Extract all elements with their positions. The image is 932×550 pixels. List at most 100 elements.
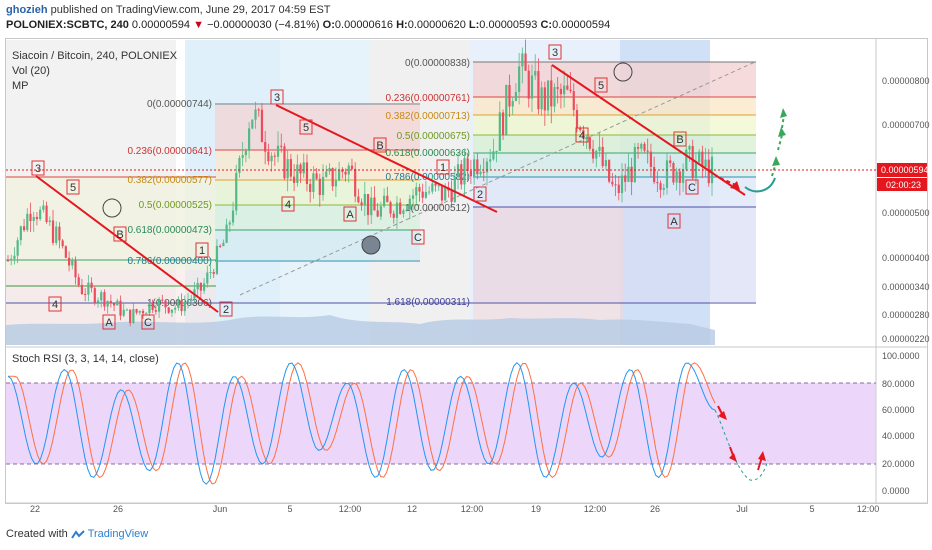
candle-body <box>347 165 350 175</box>
candle-body <box>190 298 193 301</box>
wave-label: C <box>144 317 152 329</box>
candle-body <box>685 149 688 170</box>
candle-body <box>354 168 357 197</box>
time-label: Jul <box>736 504 748 514</box>
candle-body <box>264 142 267 152</box>
wave-label-box <box>66 179 80 195</box>
candle-body <box>267 151 270 162</box>
candle-body <box>624 175 627 182</box>
close-value: 0.00000594 <box>552 19 611 31</box>
candle-body <box>19 226 22 241</box>
fib-label-a5: 0.5(0.00000525) <box>139 200 212 211</box>
candle-body <box>402 210 405 214</box>
candle-body <box>473 159 476 177</box>
candle-body <box>579 128 582 131</box>
zone-bands <box>6 40 756 345</box>
tradingview-logo-icon[interactable] <box>70 529 85 539</box>
candle-body <box>608 160 611 182</box>
candle-body <box>103 292 106 307</box>
candle-body <box>653 166 656 183</box>
candle-body <box>174 307 177 310</box>
candle-body <box>77 277 80 286</box>
candle-body <box>122 309 125 316</box>
fib-label-a382: 0.382(0.00000577) <box>127 175 212 186</box>
tradingview-brand-link[interactable]: TradingView <box>87 528 149 540</box>
candle-body <box>93 288 96 303</box>
price-tick: 0.00000280 <box>882 310 930 320</box>
candle-body <box>39 209 42 220</box>
candle-body <box>309 183 312 193</box>
candle-body <box>373 197 376 211</box>
wave-label-box <box>343 206 357 222</box>
candle-body <box>51 220 55 243</box>
candle-body <box>428 191 431 193</box>
price-label: 0.00000594 <box>131 19 191 31</box>
candle-body <box>164 300 167 308</box>
candle-body <box>566 85 569 90</box>
candle-body <box>411 195 415 199</box>
time-label: 12:00 <box>584 504 607 514</box>
wave-label-box <box>195 242 209 258</box>
candle-body <box>553 87 556 107</box>
candle-body <box>109 300 112 304</box>
candle-body <box>453 176 456 202</box>
fib-label-a1618: 1.618(0.00000311) <box>386 297 470 308</box>
candle-body <box>383 195 386 207</box>
candle-body <box>64 246 67 258</box>
candle-body <box>196 282 199 290</box>
stoch-tick: 0.0000 <box>882 486 910 496</box>
down-arrow-icon: ▼ <box>193 19 204 31</box>
price-scale: 0.00000800 0.00000700 0.00000500 0.00000… <box>882 76 930 344</box>
wave-label-box <box>113 226 127 242</box>
candle-body <box>22 226 26 231</box>
candle-body <box>260 109 264 143</box>
candle-body <box>575 109 579 129</box>
stoch-k-line <box>7 362 716 485</box>
bar-countdown: 02:00:23 <box>886 180 921 190</box>
wave-label-box <box>436 159 450 175</box>
candle-body <box>135 309 138 313</box>
candle-body <box>119 300 122 316</box>
candle-body <box>656 182 659 184</box>
candle-body <box>312 173 315 193</box>
candle-body <box>35 216 39 220</box>
candle-body <box>511 100 514 107</box>
candle-body <box>460 164 463 185</box>
price-tick: 0.00000400 <box>882 253 930 263</box>
wave-label: B <box>676 134 683 146</box>
candle-body <box>251 119 254 129</box>
wave-label-box <box>575 127 589 143</box>
candle-body <box>202 283 206 291</box>
candle-body <box>199 282 202 291</box>
candle-body <box>701 151 704 167</box>
wave-label-box <box>31 160 45 176</box>
candle-body <box>167 307 170 313</box>
candle-body <box>321 176 325 196</box>
candle-body <box>492 151 495 160</box>
candle-body <box>366 194 370 216</box>
candle-body <box>466 158 469 171</box>
legend-vol: Vol (20) <box>12 65 50 77</box>
candle-body <box>444 187 447 201</box>
candle-body <box>344 171 347 175</box>
created-with-label: Created with <box>6 528 68 540</box>
candle-body <box>421 191 424 198</box>
last-price-badge: 0.00000594 02:00:23 <box>877 163 929 191</box>
candle-body <box>678 171 681 183</box>
candle-body <box>280 145 283 147</box>
wave-label-box <box>548 44 562 60</box>
candle-body <box>495 150 498 152</box>
candle-body <box>440 185 444 201</box>
time-label: 22 <box>30 504 40 514</box>
wave-label: 3 <box>274 92 280 104</box>
candle-body <box>376 210 379 217</box>
candle-body <box>640 143 643 149</box>
candle-body <box>315 173 318 179</box>
candle-body <box>125 309 129 311</box>
candle-body <box>524 53 527 71</box>
candle-body <box>591 148 595 159</box>
candle-body <box>141 310 145 314</box>
wave-label: 3 <box>552 47 558 59</box>
author-name[interactable]: ghozieh <box>6 4 48 16</box>
